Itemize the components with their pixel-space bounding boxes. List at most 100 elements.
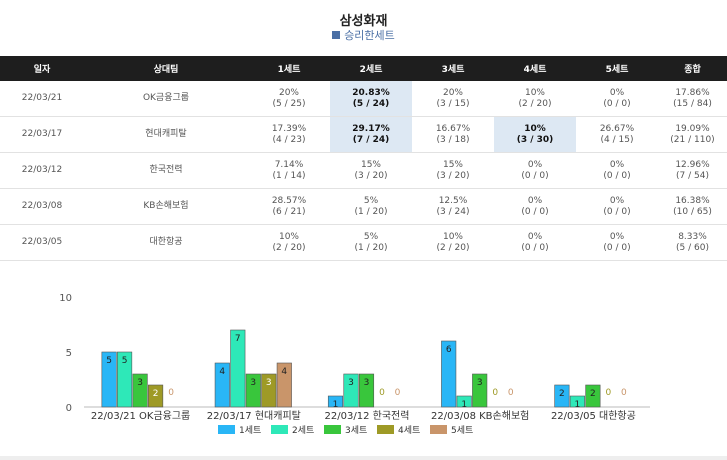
set-ratio: (3 / 18) bbox=[436, 134, 470, 145]
bar bbox=[327, 395, 344, 408]
set-ratio: (6 / 21) bbox=[272, 206, 306, 217]
set-cell: 10% (3 / 30) bbox=[494, 116, 576, 153]
set-pct: 10% bbox=[524, 123, 546, 134]
set-cell: 0% (0 / 0) bbox=[576, 224, 658, 261]
bar bbox=[358, 373, 375, 408]
set-cell: 0% (0 / 0) bbox=[494, 152, 576, 189]
set-ratio: (3 / 24) bbox=[436, 206, 470, 217]
set-pct: 28.57% bbox=[271, 195, 307, 206]
bar-value-label: 5 bbox=[106, 356, 112, 366]
set-ratio: (0 / 0) bbox=[603, 206, 631, 217]
bar-value-label: 0 bbox=[621, 388, 627, 398]
set-cell: 0% (0 / 0) bbox=[494, 188, 576, 225]
set-pct: 5% bbox=[363, 231, 379, 242]
bar bbox=[117, 351, 133, 408]
opponent-cell: 대한항공 bbox=[84, 224, 248, 261]
bar bbox=[132, 373, 148, 408]
win-set-legend: 승리한세트 bbox=[0, 27, 727, 43]
set-cell: 5% (1 / 20) bbox=[330, 224, 412, 261]
set-pct: 7.14% bbox=[274, 159, 304, 170]
opponent-cell: 한국전력 bbox=[84, 152, 248, 189]
legend-swatch bbox=[430, 425, 447, 434]
set-chart: 0 5 10 5 5 3 2 0 22/03/21 OK금융그룹 4 7 3 3 4 22/03/17 현대… bbox=[0, 266, 727, 460]
set-cell: 10% (2 / 20) bbox=[494, 81, 576, 117]
opponent-cell: 현대캐피탈 bbox=[84, 116, 248, 153]
date-cell: 22/03/17 bbox=[0, 116, 84, 153]
col-header: 종합 bbox=[658, 56, 727, 81]
set-pct: 0% bbox=[527, 231, 543, 242]
col-header: 3세트 bbox=[412, 56, 494, 81]
category-label: 22/03/08 KB손해보험 bbox=[431, 409, 529, 422]
total-ratio: (5 / 60) bbox=[676, 242, 709, 253]
set-ratio: (3 / 20) bbox=[436, 170, 470, 181]
bar-value-label: 3 bbox=[250, 378, 256, 388]
set-pct: 0% bbox=[609, 159, 625, 170]
set-ratio: (2 / 20) bbox=[272, 242, 306, 253]
set-ratio: (3 / 15) bbox=[436, 98, 470, 109]
y-tick-label: 10 bbox=[59, 293, 72, 304]
legend-label: 4세트 bbox=[398, 425, 420, 436]
set-ratio: (2 / 20) bbox=[518, 98, 552, 109]
set-ratio: (1 / 14) bbox=[272, 170, 306, 181]
legend-swatch bbox=[324, 425, 341, 434]
set-pct: 16.67% bbox=[435, 123, 471, 134]
set-pct: 0% bbox=[527, 195, 543, 206]
set-cell: 20% (5 / 25) bbox=[248, 81, 330, 117]
set-cell: 0% (0 / 0) bbox=[576, 81, 658, 117]
bar-value-label: 0 bbox=[492, 388, 498, 398]
set-cell: 16.67% (3 / 18) bbox=[412, 116, 494, 153]
opponent-cell: KB손해보험 bbox=[84, 188, 248, 225]
set-cell: 7.14% (1 / 14) bbox=[248, 152, 330, 189]
set-ratio: (5 / 25) bbox=[272, 98, 306, 109]
bar-value-label: 2 bbox=[590, 389, 596, 399]
set-cell: 0% (0 / 0) bbox=[576, 188, 658, 225]
total-cell: 8.33% (5 / 60) bbox=[658, 224, 727, 261]
set-pct: 26.67% bbox=[599, 123, 635, 134]
set-pct: 0% bbox=[527, 159, 543, 170]
bar-value-label: 0 bbox=[395, 388, 401, 398]
bar bbox=[230, 329, 246, 408]
set-ratio: (3 / 20) bbox=[354, 170, 388, 181]
legend-label: 2세트 bbox=[292, 425, 314, 436]
y-tick-label: 0 bbox=[66, 403, 72, 414]
category-label: 22/03/12 한국전력 bbox=[325, 410, 410, 422]
bar bbox=[214, 362, 230, 408]
table-row: 22/03/08 KB손해보험 28.57% (6 / 21) 5% (1 / 20) 12… bbox=[0, 188, 727, 225]
set-ratio: (0 / 0) bbox=[603, 170, 631, 181]
set-pct: 20% bbox=[442, 87, 463, 98]
bar bbox=[456, 395, 472, 408]
col-header: 2세트 bbox=[330, 56, 412, 81]
set-ratio: (1 / 20) bbox=[354, 206, 388, 217]
set-cell: 28.57% (6 / 21) bbox=[248, 188, 330, 225]
set-ratio: (3 / 30) bbox=[516, 134, 554, 145]
opponent-cell: OK금융그룹 bbox=[84, 81, 248, 117]
category-label: 22/03/17 현대캐피탈 bbox=[207, 409, 301, 422]
total-pct: 8.33% bbox=[678, 231, 707, 242]
bar bbox=[554, 384, 570, 408]
set-ratio: (0 / 0) bbox=[521, 242, 549, 253]
legend-swatch bbox=[218, 425, 235, 434]
date-cell: 22/03/21 bbox=[0, 81, 84, 117]
bar-value-label: 3 bbox=[348, 378, 354, 388]
total-ratio: (21 / 110) bbox=[670, 134, 715, 145]
set-ratio: (0 / 0) bbox=[521, 206, 549, 217]
bar bbox=[245, 373, 261, 408]
legend-label: 3세트 bbox=[345, 425, 367, 436]
legend-label: 5세트 bbox=[451, 425, 473, 436]
set-pct: 17.39% bbox=[271, 123, 307, 134]
set-cell: 5% (1 / 20) bbox=[330, 188, 412, 225]
set-ratio: (2 / 20) bbox=[436, 242, 470, 253]
date-cell: 22/03/05 bbox=[0, 224, 84, 261]
bar-value-label: 3 bbox=[137, 378, 143, 388]
set-pct: 10% bbox=[278, 231, 299, 242]
col-header: 상대팀 bbox=[84, 56, 248, 81]
set-stats-table: 일자 상대팀 1세트 2세트 3세트 4세트 5세트 종합 22/03/21 OK… bbox=[0, 56, 727, 261]
bar bbox=[441, 340, 457, 408]
bar-value-label: 0 bbox=[508, 388, 514, 398]
set-cell: 10% (2 / 20) bbox=[412, 224, 494, 261]
legend-label: 1세트 bbox=[239, 425, 261, 436]
table-row: 22/03/12 한국전력 7.14% (1 / 14) 15% (3 / 20) 15%(… bbox=[0, 152, 727, 189]
bar-value-label: 3 bbox=[266, 378, 272, 388]
total-ratio: (7 / 54) bbox=[676, 170, 709, 181]
